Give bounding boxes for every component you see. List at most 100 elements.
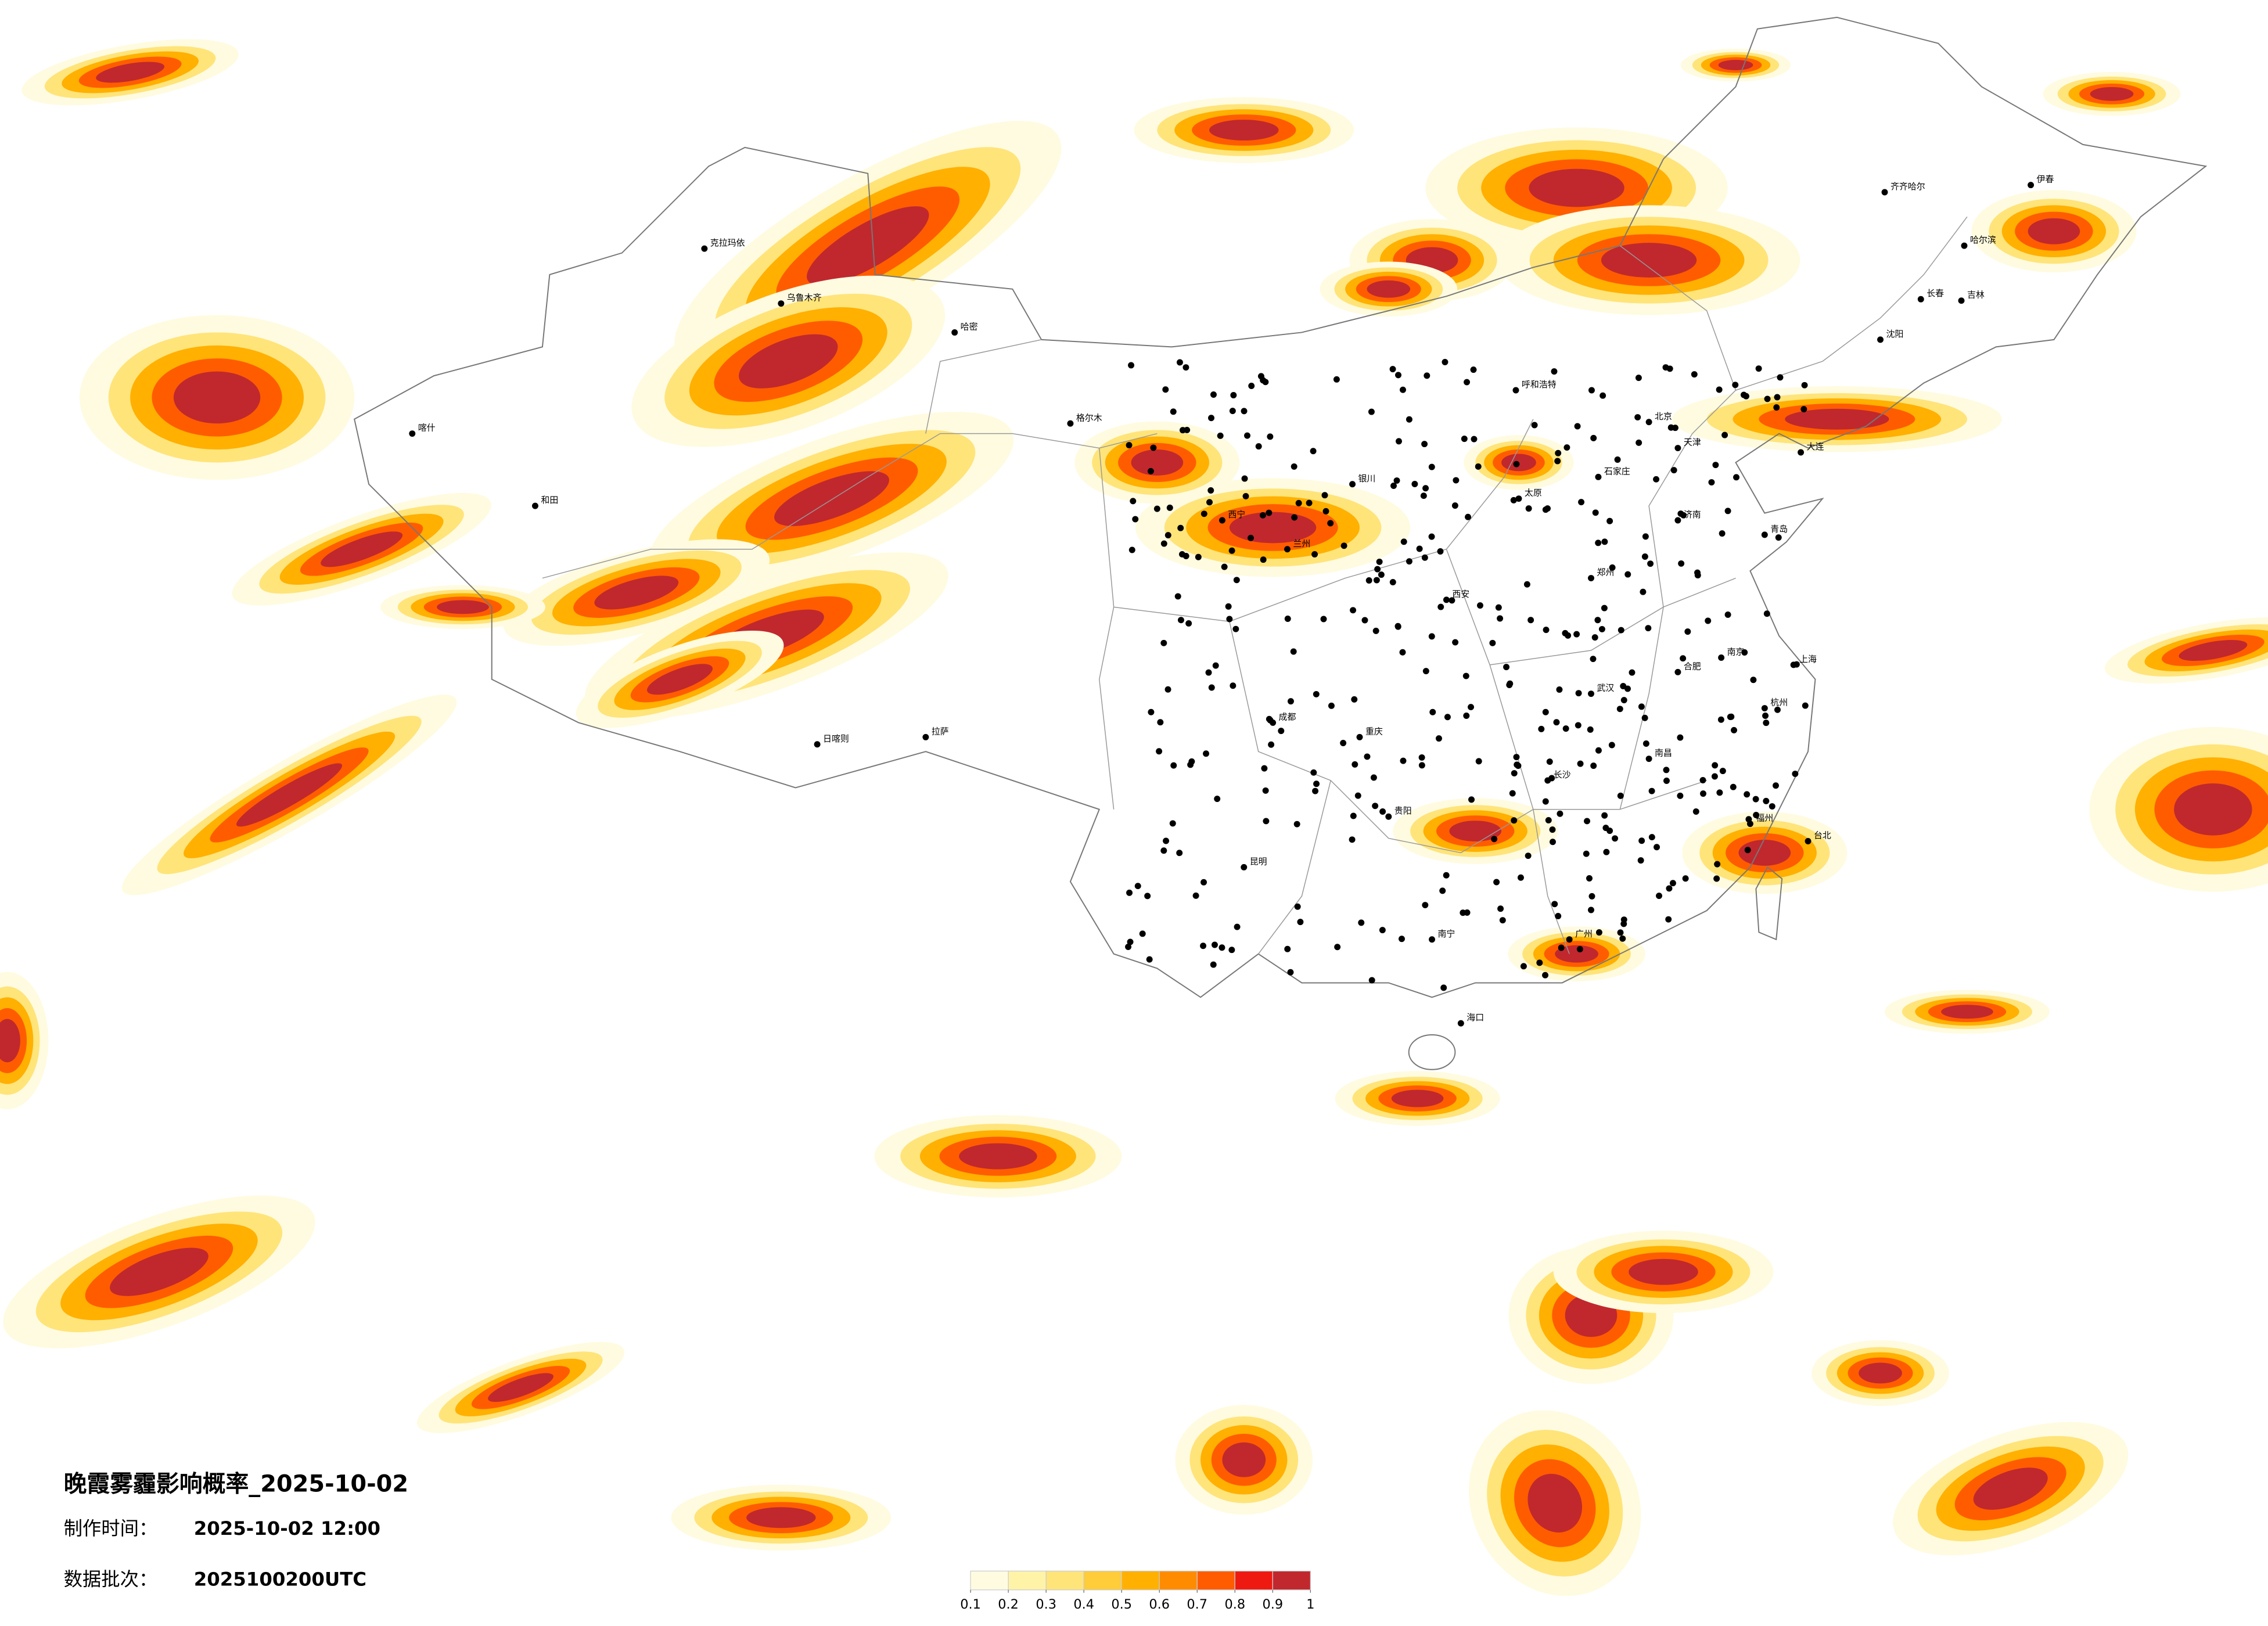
city-dot xyxy=(1210,391,1217,398)
info-value: 2025100200UTC xyxy=(194,1568,366,1590)
city-label: 天津 xyxy=(1684,437,1701,448)
city-dot xyxy=(1244,432,1250,439)
haze-area xyxy=(2090,87,2134,101)
city-dot xyxy=(1164,532,1171,539)
city-dot xyxy=(1259,512,1266,519)
city-label: 格尔木 xyxy=(1076,412,1102,423)
city-dot xyxy=(1184,426,1191,433)
city-dot xyxy=(1374,566,1381,573)
city-dot xyxy=(1428,463,1435,470)
city-dot xyxy=(1543,627,1550,634)
city-dot xyxy=(1761,705,1768,712)
legend-swatch xyxy=(1234,1570,1273,1591)
city-dot xyxy=(1313,690,1320,697)
city-dot xyxy=(1451,502,1458,509)
city-dot xyxy=(1462,672,1469,679)
city-dot xyxy=(1262,787,1269,794)
city-dot xyxy=(778,300,785,307)
city-label: 昆明 xyxy=(1250,856,1267,866)
city-dot xyxy=(1684,628,1691,635)
city-dot xyxy=(1741,649,1748,656)
city-dot xyxy=(1718,654,1725,661)
city-label: 北京 xyxy=(1655,411,1672,422)
city-dot xyxy=(1067,420,1074,427)
city-dot xyxy=(1174,593,1181,600)
haze-area xyxy=(594,575,679,610)
city-dot xyxy=(1801,382,1808,388)
city-dot xyxy=(1711,773,1718,780)
city-dot xyxy=(1574,423,1581,430)
city-dot xyxy=(1268,741,1275,748)
city-dot xyxy=(1800,406,1807,413)
city-dot xyxy=(1762,713,1769,719)
city-dot xyxy=(1350,607,1357,614)
city-dot xyxy=(1156,748,1163,755)
city-dot xyxy=(1399,649,1406,656)
city-dot xyxy=(1590,762,1597,769)
city-dot xyxy=(1562,629,1569,636)
city-label: 石家庄 xyxy=(1604,466,1630,476)
city-dot xyxy=(1590,434,1597,441)
city-dot xyxy=(1531,422,1538,429)
city-label: 福州 xyxy=(1756,813,1773,823)
city-dot xyxy=(1393,477,1400,484)
city-label: 太原 xyxy=(1525,488,1542,498)
city-dot xyxy=(1428,633,1435,640)
city-dot xyxy=(1162,386,1169,393)
city-dot xyxy=(1321,492,1328,499)
city-dot xyxy=(1356,733,1363,740)
city-dot xyxy=(1716,386,1723,393)
city-dot xyxy=(1601,538,1608,545)
city-label: 合肥 xyxy=(1684,661,1701,671)
city-dot xyxy=(1475,463,1482,470)
city-dot xyxy=(1420,492,1427,499)
city-dot xyxy=(1157,719,1164,726)
city-dot xyxy=(1591,634,1598,641)
city-dot xyxy=(1542,972,1549,979)
city-dot xyxy=(1620,697,1627,704)
city-dot xyxy=(1293,821,1300,828)
city-dot xyxy=(1278,728,1285,735)
city-dot xyxy=(1471,436,1478,443)
city-dot xyxy=(1724,508,1731,515)
city-dot xyxy=(1399,386,1406,393)
city-dot xyxy=(1877,336,1884,343)
city-dot xyxy=(1160,639,1167,646)
city-dot xyxy=(1719,768,1726,775)
city-label: 沈阳 xyxy=(1886,329,1904,339)
city-dot xyxy=(1340,542,1347,549)
city-dot xyxy=(1523,581,1530,588)
city-dot xyxy=(1130,498,1137,505)
city-dot xyxy=(1619,935,1626,942)
city-dot xyxy=(1755,365,1762,372)
city-dot xyxy=(1228,947,1235,954)
legend-tick-label: 0.9 xyxy=(1262,1597,1283,1612)
city-dot xyxy=(1536,959,1543,966)
city-dot xyxy=(1663,767,1670,774)
city-label: 和田 xyxy=(541,495,558,505)
city-dot xyxy=(1406,416,1412,423)
city-dot xyxy=(1287,698,1294,705)
city-dot xyxy=(1443,596,1450,603)
city-dot xyxy=(1340,740,1347,747)
city-dot xyxy=(1166,504,1173,511)
city-label: 克拉玛依 xyxy=(710,238,745,248)
city-dot xyxy=(1443,872,1450,879)
city-dot xyxy=(1777,374,1784,381)
city-dot xyxy=(1665,916,1672,923)
city-label: 呼和浩特 xyxy=(1522,379,1557,390)
haze-area xyxy=(1629,1258,1698,1285)
city-dot xyxy=(1634,414,1641,421)
city-dot xyxy=(1745,816,1752,823)
haze-area xyxy=(488,1373,553,1402)
city-dot xyxy=(1134,883,1141,890)
city-dot xyxy=(922,733,929,740)
city-label: 西安 xyxy=(1452,589,1469,599)
city-dot xyxy=(1620,920,1627,927)
city-dot xyxy=(1232,625,1239,632)
haze-area xyxy=(746,1507,816,1528)
haze-area xyxy=(1131,449,1184,476)
city-dot xyxy=(1656,893,1663,900)
city-dot xyxy=(1437,603,1444,610)
